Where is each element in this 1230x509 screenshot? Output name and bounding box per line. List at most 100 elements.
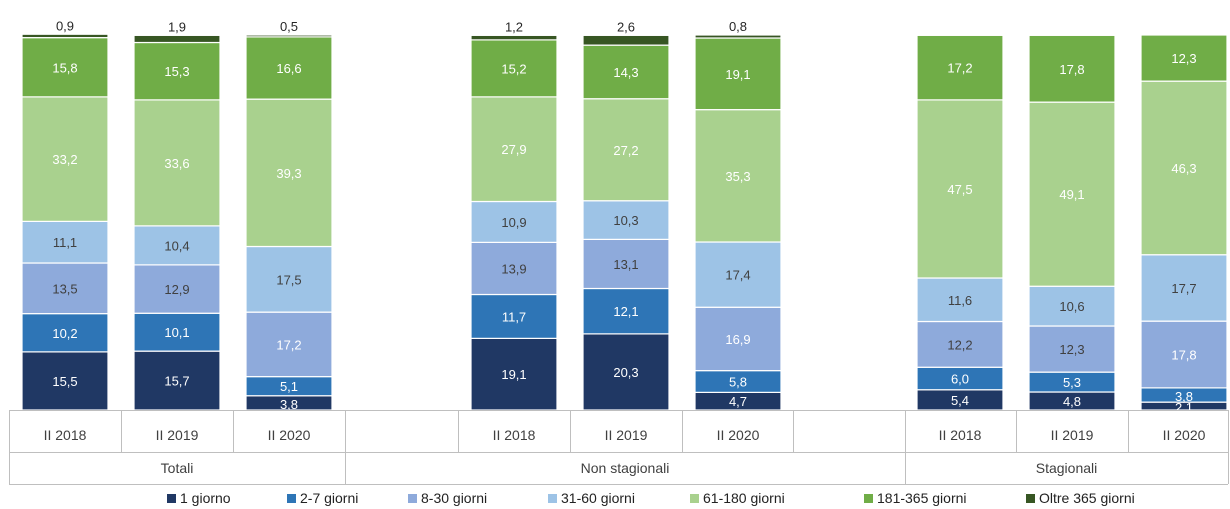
data-label: 13,5	[52, 281, 77, 296]
data-label: 19,1	[725, 67, 750, 82]
legend-item: 31-60 giorni	[548, 488, 635, 508]
data-label: 5,4	[951, 393, 969, 408]
data-label: 0,8	[729, 19, 747, 34]
legend-swatch	[1026, 493, 1035, 503]
legend-label: 181-365 giorni	[877, 490, 967, 506]
bar-segment	[245, 98, 333, 248]
bar-segment	[582, 200, 670, 240]
bar-segment	[470, 200, 558, 243]
x-tick-label: II 2020	[268, 427, 311, 443]
bar-segment	[1140, 254, 1228, 322]
data-label: 17,7	[1171, 281, 1196, 296]
bar-segment	[470, 337, 558, 411]
bar-segment	[133, 312, 221, 352]
data-label: 17,8	[1171, 348, 1196, 363]
data-label: 1,2	[505, 19, 523, 34]
bar-segment	[1140, 34, 1228, 82]
data-label: 13,9	[501, 261, 526, 276]
data-label: 20,3	[613, 365, 638, 380]
data-label: 46,3	[1171, 161, 1196, 176]
data-label: 27,9	[501, 142, 526, 157]
group-label: Totali	[161, 460, 194, 476]
legend-swatch	[167, 493, 176, 503]
bar-segment	[245, 34, 333, 38]
legend-label: 1 giorno	[180, 490, 231, 506]
data-label: 15,2	[501, 61, 526, 76]
bar-segment	[470, 241, 558, 296]
data-label: 15,7	[164, 374, 189, 389]
bar-segment	[694, 306, 782, 372]
legend-swatch	[287, 493, 296, 503]
data-label: 15,8	[52, 60, 77, 75]
data-label: 27,2	[613, 143, 638, 158]
data-label: 15,5	[52, 374, 77, 389]
legend-label: 61-180 giorni	[703, 490, 785, 506]
data-label: 13,1	[613, 257, 638, 272]
legend-item: 2-7 giorni	[287, 488, 358, 508]
data-label: 17,5	[276, 272, 301, 287]
data-label: 4,7	[729, 394, 747, 409]
chart-legend: 1 giorno 2-7 giorni 8-30 giorni 31-60 giorn…	[0, 488, 1230, 508]
bar-segment	[470, 34, 558, 41]
x-tick-label: II 2018	[44, 427, 87, 443]
x-tick-label: II 2019	[605, 427, 648, 443]
data-label: 33,6	[164, 156, 189, 171]
data-label: 17,4	[725, 268, 750, 283]
data-label: 33,2	[52, 152, 77, 167]
bar-segment	[1140, 320, 1228, 389]
data-label: 16,9	[725, 332, 750, 347]
bar-segment	[21, 220, 109, 264]
bar-segment	[582, 238, 670, 290]
bar-segment	[694, 109, 782, 243]
data-label: 11,7	[502, 309, 526, 324]
data-label: 10,4	[164, 238, 189, 253]
data-label: 17,2	[947, 61, 972, 76]
legend-item: 181-365 giorni	[864, 488, 967, 508]
data-label: 10,3	[613, 213, 638, 228]
data-label: 12,3	[1059, 342, 1084, 357]
legend-swatch	[864, 493, 873, 503]
legend-label: Oltre 365 giorni	[1039, 490, 1135, 506]
x-tick-label: II 2019	[1051, 427, 1094, 443]
bar-segment	[1028, 34, 1116, 103]
bar-segment	[21, 37, 109, 98]
bar-segment	[245, 311, 333, 378]
data-label: 15,3	[164, 64, 189, 79]
legend-item: 61-180 giorni	[690, 488, 785, 508]
bar-segment	[133, 99, 221, 227]
bar-segment	[21, 313, 109, 353]
legend-swatch	[690, 493, 699, 503]
group-label: Non stagionali	[581, 460, 670, 476]
data-label: 12,2	[947, 337, 972, 352]
data-label: 47,5	[947, 182, 972, 197]
data-label: 2,6	[617, 19, 635, 34]
data-label: 3,8	[280, 397, 298, 412]
data-label: 6,0	[951, 372, 969, 387]
bar-segment	[582, 44, 670, 100]
data-label: 5,8	[729, 375, 747, 390]
bar-segment	[133, 41, 221, 101]
data-label: 12,1	[613, 304, 638, 319]
data-label: 10,6	[1059, 299, 1084, 314]
bar-segment	[21, 96, 109, 222]
legend-swatch	[408, 493, 417, 503]
data-label: 10,1	[164, 325, 189, 340]
bar-segment	[916, 320, 1004, 368]
legend-swatch	[548, 493, 557, 503]
data-label: 17,2	[276, 337, 301, 352]
bar-segment	[470, 39, 558, 98]
data-label: 5,3	[1063, 375, 1081, 390]
data-label: 12,9	[164, 282, 189, 297]
data-label: 17,8	[1059, 62, 1084, 77]
data-label: 49,1	[1059, 187, 1084, 202]
data-label: 12,3	[1171, 51, 1196, 66]
bar-segment	[470, 96, 558, 203]
bar-segment	[694, 37, 782, 111]
bar-segment	[916, 277, 1004, 323]
bar-segment	[916, 34, 1004, 101]
x-tick-label: II 2020	[717, 427, 760, 443]
legend-item: 8-30 giorni	[408, 488, 487, 508]
legend-item: Oltre 365 giorni	[1026, 488, 1135, 508]
bar-segment	[245, 36, 333, 100]
